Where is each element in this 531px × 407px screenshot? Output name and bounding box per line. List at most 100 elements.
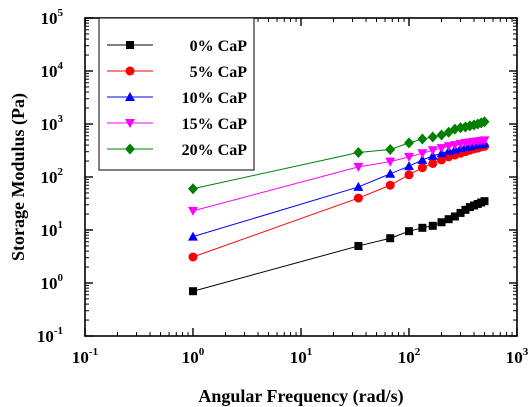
data-point xyxy=(404,170,414,180)
x-tick-base: 10 xyxy=(290,348,307,367)
data-point xyxy=(405,227,413,236)
data-point xyxy=(385,144,396,156)
data-point xyxy=(417,154,428,164)
data-point xyxy=(443,142,454,152)
y-tick-base: 10 xyxy=(41,9,58,28)
x-tick-base: 10 xyxy=(72,348,89,367)
series-0 xyxy=(189,197,489,296)
y-tick-base: 10 xyxy=(41,115,58,134)
series-3 xyxy=(188,136,490,216)
legend-label: 0% CaP xyxy=(190,38,248,55)
y-tick-base: 10 xyxy=(41,168,58,187)
data-point xyxy=(480,197,489,206)
data-point xyxy=(385,180,395,190)
y-tick-label: 102 xyxy=(41,166,64,187)
data-point xyxy=(427,150,438,160)
legend-label: 15% CaP xyxy=(182,116,248,133)
x-tick-exponent: 3 xyxy=(523,346,529,358)
data-point xyxy=(479,116,490,128)
data-point xyxy=(188,252,198,262)
legend-marker xyxy=(125,119,135,128)
y-tick-exponent: 0 xyxy=(58,272,64,284)
data-point xyxy=(189,287,197,296)
data-point xyxy=(428,158,438,168)
data-point xyxy=(437,218,446,227)
data-point xyxy=(404,137,414,149)
series-line xyxy=(192,200,485,292)
y-tick-label: 104 xyxy=(41,60,64,81)
legend-marker xyxy=(125,92,135,101)
y-tick-exponent: 3 xyxy=(58,113,64,125)
x-tick-label: 103 xyxy=(506,346,529,367)
data-point xyxy=(353,146,364,158)
y-tick-exponent: -1 xyxy=(54,325,63,337)
y-tick-exponent: 2 xyxy=(58,166,64,178)
legend-entry: 10% CaP xyxy=(107,90,247,107)
data-point xyxy=(428,221,437,230)
y-tick-base: 10 xyxy=(41,221,58,240)
data-point xyxy=(449,141,460,151)
legend-label: 10% CaP xyxy=(182,90,248,107)
legend-entry: 0% CaP xyxy=(107,38,247,55)
y-tick-label: 10-1 xyxy=(37,325,63,346)
data-point xyxy=(461,205,470,214)
data-point xyxy=(354,241,363,250)
data-point xyxy=(353,162,364,172)
y-tick-label: 103 xyxy=(41,113,64,134)
data-point xyxy=(479,136,490,146)
y-tick-exponent: 5 xyxy=(58,7,64,19)
data-point xyxy=(418,223,427,232)
y-tick-label: 101 xyxy=(41,219,64,240)
data-point xyxy=(444,215,453,224)
x-tick-label: 100 xyxy=(182,346,205,367)
y-tick-base: 10 xyxy=(41,274,58,293)
y-tick-label: 105 xyxy=(41,7,64,28)
data-point xyxy=(404,161,414,171)
data-point xyxy=(188,183,198,195)
y-tick-exponent: 1 xyxy=(58,219,64,231)
y-tick-label: 100 xyxy=(41,272,64,293)
x-tick-exponent: 1 xyxy=(307,346,313,358)
data-point xyxy=(188,206,198,216)
data-point xyxy=(427,146,438,156)
data-point xyxy=(385,168,396,178)
legend-entry: 20% CaP xyxy=(107,142,247,159)
data-point xyxy=(417,133,428,145)
y-axis-label: Storage Modulus (Pa) xyxy=(8,93,29,261)
x-tick-label: 102 xyxy=(398,346,421,367)
x-tick-exponent: -1 xyxy=(89,346,98,358)
x-axis-label: Angular Frequency (rad/s) xyxy=(198,386,403,407)
x-tick-exponent: 2 xyxy=(415,346,421,358)
x-tick-exponent: 0 xyxy=(199,346,205,358)
data-point xyxy=(353,193,363,203)
series-layer xyxy=(188,116,490,296)
data-point xyxy=(385,157,396,167)
legend-label: 5% CaP xyxy=(190,64,248,81)
x-tick-label: 101 xyxy=(290,346,313,367)
legend: 0% CaP 5% CaP 10% CaP 15% CaP 20% CaP xyxy=(98,17,255,171)
x-tick-label: 10-1 xyxy=(72,346,98,367)
legend-box xyxy=(98,17,255,171)
data-point xyxy=(456,208,465,217)
legend-marker xyxy=(125,66,135,76)
data-point xyxy=(427,131,438,143)
data-point xyxy=(417,163,427,173)
legend-label: 20% CaP xyxy=(182,142,248,159)
y-tick-base: 10 xyxy=(37,327,54,346)
data-point xyxy=(188,231,198,241)
x-tick-base: 10 xyxy=(506,348,523,367)
data-point xyxy=(436,144,447,154)
series-4 xyxy=(188,116,490,195)
legend-marker xyxy=(126,41,134,49)
legend-entry: 15% CaP xyxy=(107,116,247,133)
data-point xyxy=(465,203,474,212)
series-2 xyxy=(188,138,490,241)
data-point xyxy=(353,181,364,191)
data-point xyxy=(417,149,428,159)
y-tick-base: 10 xyxy=(41,62,58,81)
data-point xyxy=(386,234,395,243)
x-tick-base: 10 xyxy=(182,348,199,367)
legend-entry: 5% CaP xyxy=(107,64,247,81)
legend-marker xyxy=(125,143,135,155)
